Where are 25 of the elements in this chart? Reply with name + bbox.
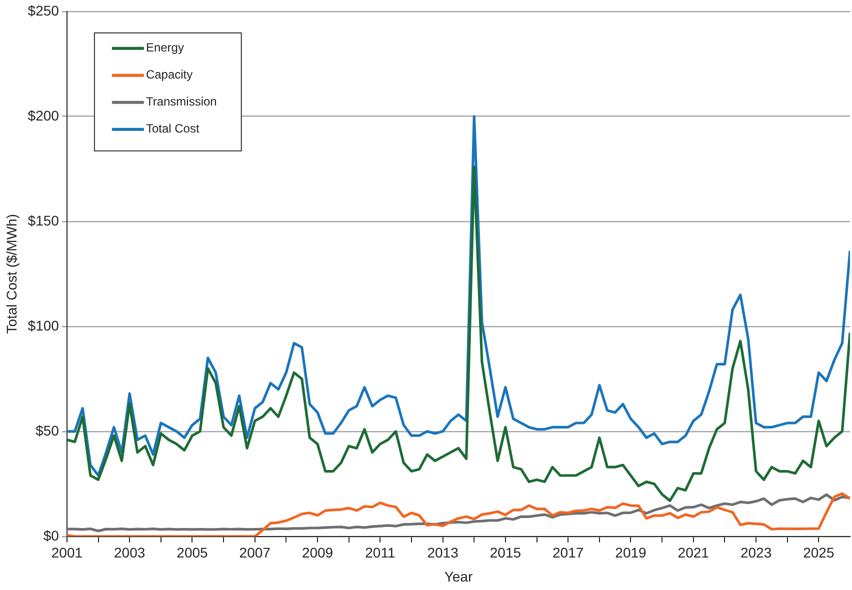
x-tick-label: 2025 [803, 544, 834, 561]
x-tick-label: 2003 [114, 544, 146, 561]
y-tick-label: $100 [28, 317, 60, 334]
x-tick-label: 2023 [740, 544, 772, 561]
legend-label: Transmission [146, 94, 217, 109]
y-tick-label: $50 [36, 422, 60, 438]
x-tick-label: 2021 [678, 544, 710, 561]
y-axis-title: Total Cost ($/MWh) [3, 214, 20, 334]
y-tick-label: $150 [28, 212, 60, 228]
legend-label: Energy [146, 40, 184, 55]
legend-label: Capacity [146, 68, 193, 82]
x-tick-label: 2017 [552, 544, 584, 561]
x-tick-label: 2005 [176, 544, 208, 561]
x-tick-label: 2011 [365, 544, 396, 561]
x-tick-label: 2007 [239, 544, 271, 561]
x-tick-label: 2015 [490, 544, 522, 561]
x-tick-label: 2013 [427, 544, 459, 561]
y-tick-label: $0 [43, 527, 60, 544]
x-tick-label: 2001 [51, 544, 83, 561]
y-tick-label: $200 [28, 107, 60, 124]
x-axis-title: Year [444, 568, 473, 584]
x-tick-label: 2009 [302, 544, 334, 561]
y-tick-label: $250 [28, 2, 60, 18]
legend-label: Total Cost [146, 122, 200, 136]
x-tick-label: 2019 [615, 544, 647, 561]
